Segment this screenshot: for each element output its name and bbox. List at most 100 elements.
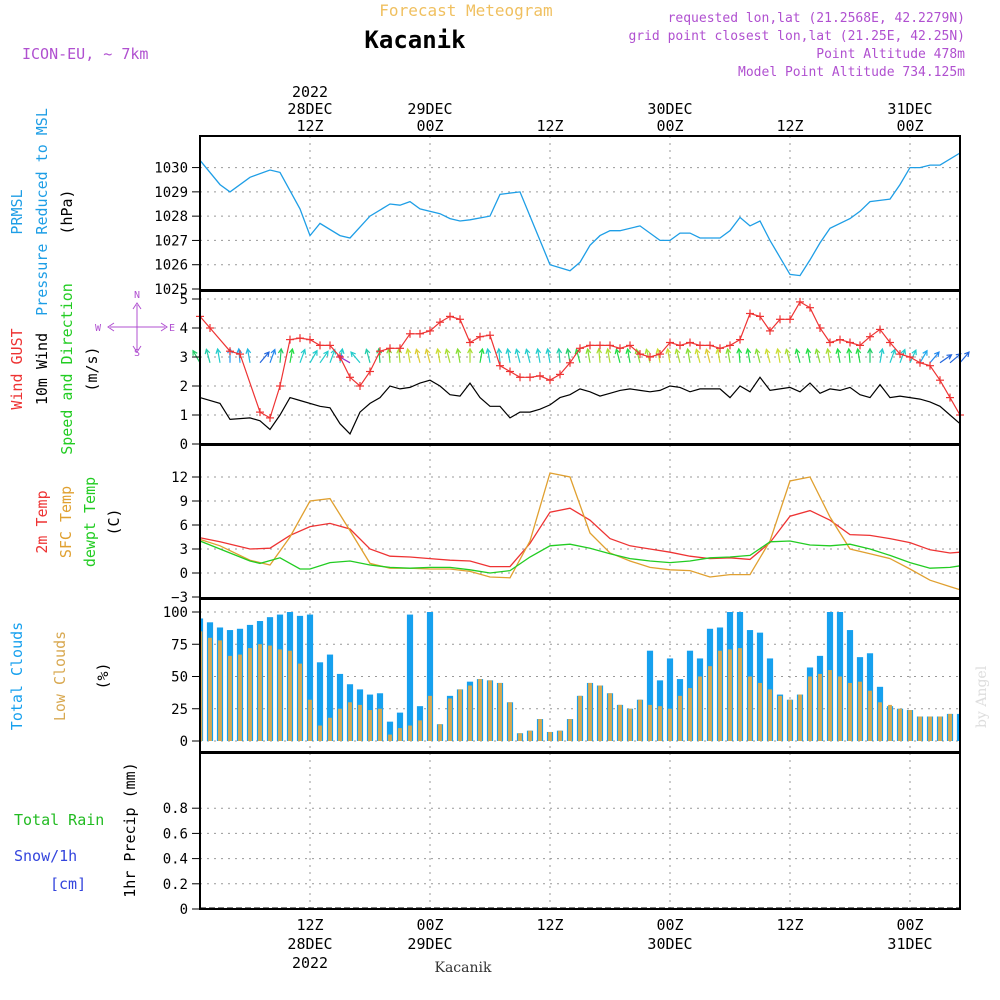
y-tick-label: 0.4 bbox=[163, 852, 188, 868]
y-tick-label: 2 bbox=[180, 379, 188, 395]
gust-marker bbox=[596, 341, 604, 350]
wind-arrow-head bbox=[805, 347, 812, 354]
wind-arrow-shaft bbox=[309, 350, 318, 364]
gust-marker bbox=[336, 353, 344, 361]
bar-low-clouds bbox=[288, 650, 292, 741]
wind-side-label: 10m Wind bbox=[33, 333, 51, 405]
gust-marker bbox=[886, 338, 894, 347]
requested-coords: requested lon,lat (21.2568E, 42.2279N) bbox=[668, 11, 965, 26]
y-tick-label: 5 bbox=[180, 292, 188, 308]
panel-frame-temperature bbox=[199, 444, 961, 599]
wind-arrow bbox=[556, 347, 563, 363]
model-altitude: Model Point Altitude 734.125m bbox=[738, 65, 965, 80]
wind-arrow bbox=[545, 347, 552, 363]
gust-marker bbox=[916, 358, 924, 367]
bar-total-clouds bbox=[396, 712, 404, 741]
wind-arrow-head bbox=[323, 350, 329, 357]
gust-marker bbox=[296, 334, 304, 343]
wind-arrow-shaft bbox=[365, 349, 371, 363]
wind-arrow-shaft bbox=[879, 348, 884, 363]
wind-arrow bbox=[736, 347, 743, 363]
y-tick-label: 1025 bbox=[154, 282, 188, 298]
wind-arrow bbox=[855, 347, 862, 363]
compass-rose bbox=[107, 302, 168, 353]
wind-arrow-head bbox=[565, 347, 572, 354]
grid-coords: grid point closest lon,lat (21.25E, 42.2… bbox=[628, 29, 965, 44]
wind-arrow-shaft bbox=[949, 353, 962, 364]
gust-marker bbox=[386, 344, 394, 353]
wind-arrow-shaft bbox=[795, 349, 801, 363]
bar-low-clouds bbox=[338, 708, 342, 741]
gust-marker bbox=[316, 341, 324, 350]
wind-arrow-shaft bbox=[388, 348, 391, 363]
gust-marker bbox=[766, 326, 774, 335]
wind-arrow-shaft bbox=[546, 348, 551, 363]
wind-arrow-head bbox=[596, 347, 603, 354]
clouds-side-label: Low Clouds bbox=[51, 631, 69, 721]
bar-low-clouds bbox=[668, 708, 672, 741]
wind-arrow bbox=[867, 347, 873, 363]
y-tick-label: 1 bbox=[180, 408, 188, 424]
bar-total-clouds bbox=[956, 713, 959, 741]
wind-arrow-shaft bbox=[575, 349, 581, 363]
wind-arrow bbox=[524, 348, 531, 363]
wind-arrow-head bbox=[634, 348, 641, 355]
frames-layer bbox=[199, 135, 961, 910]
wind-arrow-shaft bbox=[826, 348, 831, 363]
wind-arrow bbox=[350, 351, 361, 364]
wind-arrow bbox=[775, 347, 782, 363]
wind-arrow bbox=[455, 347, 462, 363]
y-tick-label: −3 bbox=[171, 590, 188, 606]
gust-marker bbox=[426, 326, 434, 335]
point-altitude: Point Altitude 478m bbox=[816, 47, 965, 62]
gust-marker bbox=[896, 350, 904, 359]
bar-low-clouds bbox=[698, 676, 702, 741]
series-line-sfc bbox=[199, 472, 961, 591]
compass-south: S bbox=[134, 348, 140, 359]
gust-marker bbox=[566, 358, 574, 367]
y-tick-label: 3 bbox=[180, 542, 188, 558]
wind-arrow-shaft bbox=[445, 349, 451, 363]
wind-arrow-shaft bbox=[329, 349, 336, 364]
wind-arrow-head bbox=[405, 347, 412, 354]
bar-total-clouds bbox=[386, 721, 394, 741]
bar-low-clouds bbox=[788, 699, 792, 741]
wind-arrow-shaft bbox=[299, 349, 306, 364]
top-time-label: 2022 bbox=[292, 83, 328, 101]
wind-arrow-shaft bbox=[806, 348, 811, 363]
gust-marker bbox=[696, 341, 704, 350]
gust-marker bbox=[346, 373, 354, 382]
wind-arrow-shaft bbox=[238, 348, 241, 363]
wind-arrow-shaft bbox=[919, 350, 928, 364]
wind-arrow bbox=[745, 347, 752, 363]
gust-marker bbox=[626, 341, 634, 350]
gust-marker bbox=[206, 324, 214, 332]
series-line-wind bbox=[199, 376, 961, 435]
y-tick-label: 75 bbox=[171, 637, 188, 653]
wind-arrow-head bbox=[505, 347, 512, 354]
bar-low-clouds bbox=[648, 704, 652, 741]
wind-arrow-shaft bbox=[479, 348, 484, 363]
super-title: Forecast Meteogram bbox=[379, 1, 552, 20]
gust-marker bbox=[666, 338, 674, 347]
wind-arrow-shaft bbox=[856, 348, 861, 363]
bar-low-clouds bbox=[948, 713, 952, 741]
wind-arrow bbox=[919, 349, 928, 364]
wind-arrow-head bbox=[867, 347, 873, 354]
wind-arrow-shaft bbox=[558, 348, 561, 363]
wind-arrow-head bbox=[455, 347, 462, 354]
wind-arrow bbox=[889, 348, 897, 364]
gust-marker bbox=[266, 413, 274, 422]
y-tick-label: 4 bbox=[180, 321, 188, 337]
bar-low-clouds bbox=[418, 720, 422, 741]
bar-low-clouds bbox=[388, 734, 392, 741]
temp-side-label: (C) bbox=[105, 508, 123, 535]
gust-marker bbox=[256, 408, 264, 417]
bar-low-clouds bbox=[598, 685, 602, 741]
y-tick-label: 1026 bbox=[154, 258, 188, 274]
bar-low-clouds bbox=[348, 702, 352, 741]
gust-marker bbox=[816, 324, 824, 332]
wind-arrow bbox=[496, 347, 503, 363]
grid-layer bbox=[200, 136, 960, 909]
gust-marker bbox=[306, 335, 314, 344]
